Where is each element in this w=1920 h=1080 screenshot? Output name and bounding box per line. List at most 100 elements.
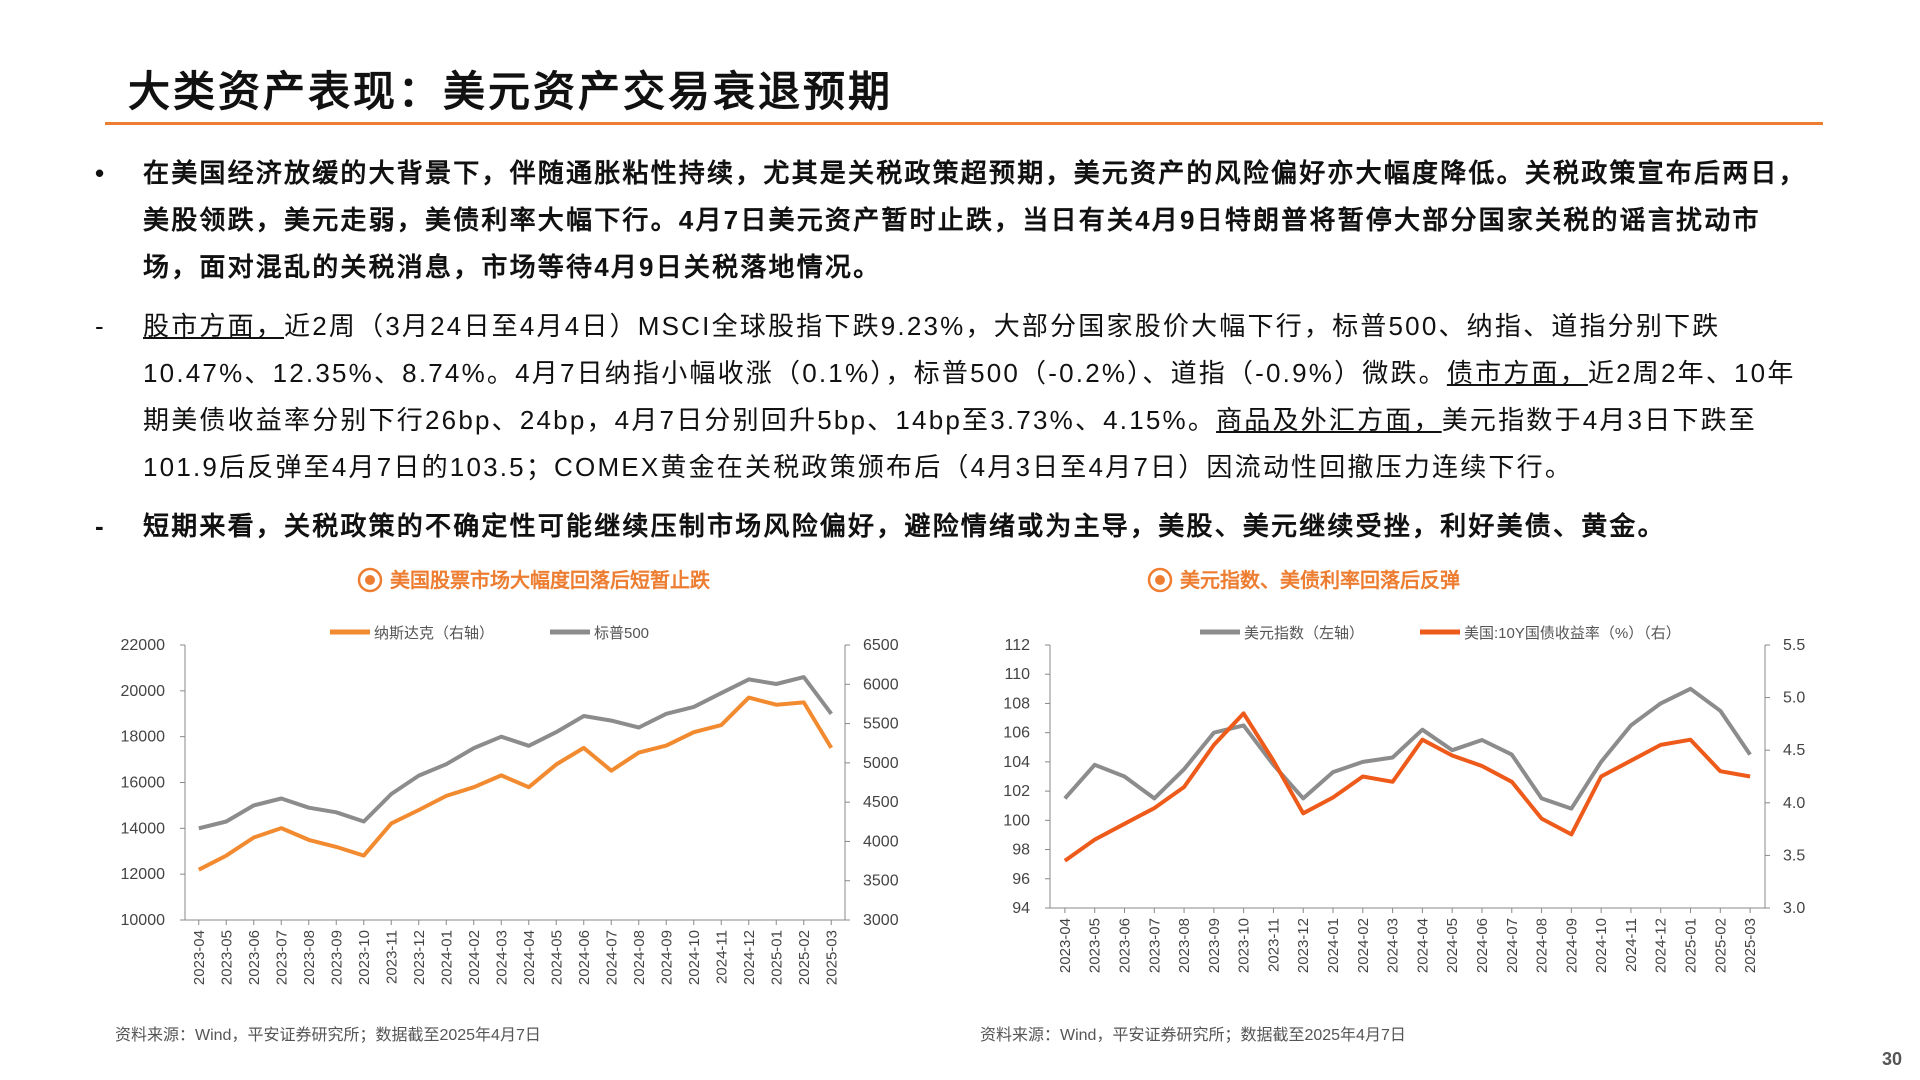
y-tick-label: 102 bbox=[1003, 783, 1030, 800]
y2-tick-label: 3500 bbox=[863, 873, 899, 890]
title-icon bbox=[1155, 575, 1165, 585]
x-tick-label: 2023-04 bbox=[1057, 918, 1074, 973]
x-tick-label: 2023-11 bbox=[383, 930, 400, 984]
x-tick-label: 2024-01 bbox=[438, 930, 455, 985]
x-tick-label: 2024-01 bbox=[1325, 918, 1342, 973]
x-tick-label: 2023-07 bbox=[273, 930, 290, 985]
series-line bbox=[197, 695, 834, 872]
bullet-marker: • bbox=[95, 158, 107, 188]
y2-tick-label: 5500 bbox=[863, 716, 899, 733]
x-tick-label: 2024-10 bbox=[686, 930, 703, 985]
x-tick-label: 2023-10 bbox=[356, 930, 373, 985]
legend-label: 纳斯达克（右轴） bbox=[374, 625, 494, 642]
text-run: 近2周（3月24日至4月4日）MSCI全球股指下跌9.23%，大部分国家股价大幅… bbox=[143, 311, 1721, 388]
y-tick-label: 104 bbox=[1003, 754, 1030, 771]
y2-tick-label: 3.5 bbox=[1783, 847, 1805, 864]
y-tick-label: 22000 bbox=[121, 637, 166, 654]
x-tick-label: 2024-03 bbox=[493, 930, 510, 985]
x-tick-label: 2024-03 bbox=[1385, 918, 1402, 973]
page-number: 30 bbox=[1881, 1049, 1902, 1069]
text-run: 近2周2年、10年期美债收益率分别下行26bp、24bp，4月7日分别回升5bp… bbox=[143, 358, 1796, 435]
x-tick-label: 2024-07 bbox=[603, 930, 620, 985]
legend-label: 美元指数（左轴） bbox=[1244, 625, 1364, 642]
x-tick-label: 2024-09 bbox=[1563, 918, 1580, 973]
x-tick-label: 2023-06 bbox=[1116, 918, 1133, 973]
series-line bbox=[198, 675, 833, 831]
y-tick-label: 18000 bbox=[121, 729, 166, 746]
x-tick-label: 2024-12 bbox=[1653, 918, 1670, 973]
x-tick-label: 2024-05 bbox=[1444, 918, 1461, 973]
x-tick-label: 2024-02 bbox=[466, 930, 483, 985]
x-tick-label: 2024-06 bbox=[1474, 918, 1491, 973]
x-tick-label: 2023-11 bbox=[1265, 918, 1282, 972]
x-tick-label: 2025-02 bbox=[796, 930, 813, 985]
y-tick-label: 98 bbox=[1012, 842, 1030, 859]
text-run: 在美国经济放缓的大背景下，伴随通胀粘性持续，尤其是关税政策超预期，美元资产的风险… bbox=[143, 158, 1807, 282]
paragraph: - 短期来看，关税政策的不确定性可能继续压制市场风险偏好，避险情绪或为主导，美股、… bbox=[95, 503, 1815, 550]
y2-tick-label: 5.0 bbox=[1783, 690, 1805, 707]
y-tick-label: 20000 bbox=[121, 683, 166, 700]
title-icon bbox=[365, 575, 375, 585]
y-tick-label: 106 bbox=[1003, 725, 1030, 742]
x-tick-label: 2024-04 bbox=[521, 930, 538, 985]
x-tick-label: 2024-04 bbox=[1414, 918, 1431, 973]
chart-title: 美元指数、美债利率回落后反弹 bbox=[1180, 568, 1460, 592]
x-tick-label: 2025-03 bbox=[823, 930, 840, 985]
x-tick-label: 2025-01 bbox=[768, 930, 785, 985]
x-tick-label: 2023-04 bbox=[191, 930, 208, 985]
x-tick-label: 2024-02 bbox=[1355, 918, 1372, 973]
y-tick-label: 14000 bbox=[121, 820, 166, 837]
text-run: 美元指数于4月3日下跌至101.9后反弹至4月7日的103.5；COMEX黄金在… bbox=[143, 405, 1758, 482]
x-tick-label: 2025-03 bbox=[1742, 918, 1759, 973]
y2-tick-label: 4.0 bbox=[1783, 795, 1805, 812]
y2-tick-label: 6000 bbox=[863, 676, 899, 693]
x-tick-label: 2023-05 bbox=[218, 930, 235, 985]
y-tick-label: 16000 bbox=[121, 775, 166, 792]
x-tick-label: 2025-02 bbox=[1712, 918, 1729, 973]
x-tick-label: 2023-08 bbox=[1176, 918, 1193, 973]
y-tick-label: 96 bbox=[1012, 871, 1030, 888]
y-tick-label: 94 bbox=[1012, 900, 1030, 917]
slide-title: 大类资产表现：美元资产交易衰退预期 bbox=[128, 68, 894, 115]
x-tick-label: 2023-05 bbox=[1087, 918, 1104, 973]
y2-tick-label: 4500 bbox=[863, 794, 899, 811]
y2-tick-label: 3.0 bbox=[1783, 900, 1805, 917]
y2-tick-label: 3000 bbox=[863, 912, 899, 929]
chart-title: 美国股票市场大幅度回落后短暂止跌 bbox=[390, 568, 711, 592]
legend-label: 标普500 bbox=[594, 625, 649, 642]
x-tick-label: 2024-06 bbox=[576, 930, 593, 985]
legend-label: 美国:10Y国债收益率（%）（右） bbox=[1464, 625, 1681, 642]
x-tick-label: 2024-10 bbox=[1593, 918, 1610, 973]
x-tick-label: 2023-12 bbox=[1295, 918, 1312, 973]
paragraph: - 股市方面，近2周（3月24日至4月4日）MSCI全球股指下跌9.23%，大部分… bbox=[95, 303, 1815, 491]
text-run: 商品及外汇方面， bbox=[1216, 405, 1442, 435]
x-tick-label: 2023-06 bbox=[246, 930, 263, 985]
source-note: 资料来源：Wind，平安证券研究所；数据截至2025年4月7日 bbox=[980, 1026, 1406, 1044]
bullet-marker: - bbox=[95, 311, 106, 341]
x-tick-label: 2024-07 bbox=[1504, 918, 1521, 973]
series-line bbox=[1063, 711, 1751, 863]
text-run: 股市方面， bbox=[143, 311, 285, 341]
y-tick-label: 100 bbox=[1003, 812, 1030, 829]
paragraph: • 在美国经济放缓的大背景下，伴随通胀粘性持续，尤其是关税政策超预期，美元资产的风… bbox=[95, 150, 1815, 291]
x-tick-label: 2023-07 bbox=[1146, 918, 1163, 973]
x-tick-label: 2025-01 bbox=[1683, 918, 1700, 973]
x-tick-label: 2024-11 bbox=[713, 930, 730, 984]
y2-tick-label: 4.5 bbox=[1783, 742, 1805, 759]
y-tick-label: 10000 bbox=[121, 912, 166, 929]
x-tick-label: 2024-05 bbox=[548, 930, 565, 985]
y2-tick-label: 6500 bbox=[863, 637, 899, 654]
x-tick-label: 2023-09 bbox=[328, 930, 345, 985]
y-tick-label: 12000 bbox=[121, 866, 166, 883]
title-rule bbox=[105, 122, 1823, 125]
y2-tick-label: 4000 bbox=[863, 833, 899, 850]
text-run: 债市方面， bbox=[1446, 358, 1588, 388]
y2-tick-label: 5000 bbox=[863, 755, 899, 772]
x-tick-label: 2024-12 bbox=[741, 930, 758, 985]
x-tick-label: 2024-08 bbox=[631, 930, 648, 985]
x-tick-label: 2024-11 bbox=[1623, 918, 1640, 972]
x-tick-label: 2023-10 bbox=[1236, 918, 1253, 973]
series-line bbox=[1063, 686, 1752, 811]
